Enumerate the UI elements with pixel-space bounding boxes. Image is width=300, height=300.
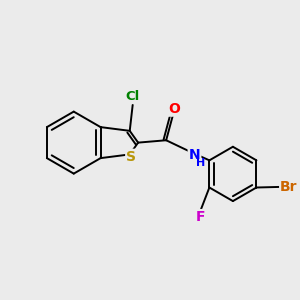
Text: S: S: [126, 150, 136, 164]
Text: F: F: [196, 210, 205, 224]
Text: H: H: [196, 158, 206, 168]
Text: Br: Br: [280, 180, 298, 194]
Text: N: N: [189, 148, 200, 162]
Text: Cl: Cl: [126, 90, 140, 103]
Text: O: O: [168, 102, 180, 116]
